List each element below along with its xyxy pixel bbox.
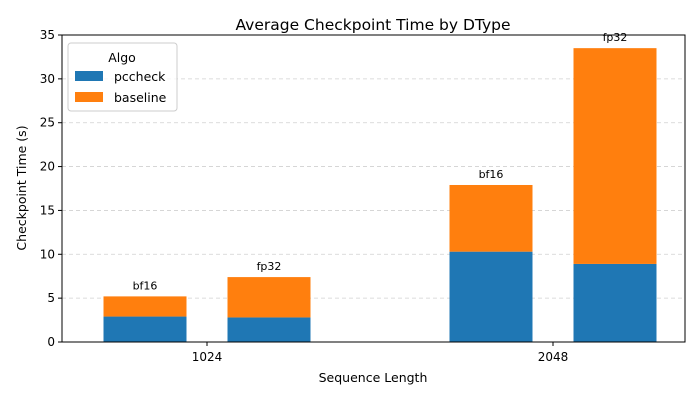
y-tick-label: 20: [40, 160, 55, 174]
legend-label-pccheck: pccheck: [114, 69, 166, 84]
bar-dtype-label: bf16: [133, 279, 158, 292]
y-tick-label: 5: [47, 291, 55, 305]
legend: Algo pccheck baseline: [67, 42, 178, 112]
y-axis: 0 5 10 15 20 25 30 35: [40, 28, 62, 349]
bar-labels: bf16 fp32 bf16 fp32: [133, 31, 628, 292]
y-axis-label: Checkpoint Time (s): [14, 125, 29, 250]
y-tick-label: 25: [40, 116, 55, 130]
bar-pccheck-1024-fp32: [227, 317, 311, 342]
bar-dtype-label: fp32: [257, 260, 282, 273]
x-axis: 1024 2048: [192, 342, 569, 364]
legend-swatch-baseline: [75, 92, 103, 102]
bar-pccheck-1024-bf16: [103, 316, 187, 342]
y-tick-label: 0: [47, 335, 55, 349]
legend-label-baseline: baseline: [114, 90, 167, 105]
legend-swatch-pccheck: [75, 71, 103, 81]
bar-baseline-2048-bf16: [449, 184, 533, 252]
bar-baseline-1024-bf16: [103, 296, 187, 317]
bar-baseline-1024-fp32: [227, 277, 311, 318]
y-tick-label: 10: [40, 247, 55, 261]
bar-pccheck-2048-bf16: [449, 251, 533, 342]
bars: [103, 48, 657, 342]
x-tick-label: 2048: [538, 350, 569, 364]
bar-dtype-label: bf16: [479, 168, 504, 181]
bar-dtype-label: fp32: [603, 31, 628, 44]
plot-frame: [61, 34, 686, 343]
y-tick-label: 30: [40, 72, 55, 86]
y-tick-label: 15: [40, 203, 55, 217]
legend-title: Algo: [108, 50, 136, 65]
x-tick-label: 1024: [192, 350, 223, 364]
y-tick-label: 35: [40, 28, 55, 42]
bar-baseline-2048-fp32: [573, 48, 657, 264]
bar-pccheck-2048-fp32: [573, 263, 657, 342]
chart-title: Average Checkpoint Time by DType: [235, 16, 510, 34]
x-axis-label: Sequence Length: [319, 370, 428, 385]
